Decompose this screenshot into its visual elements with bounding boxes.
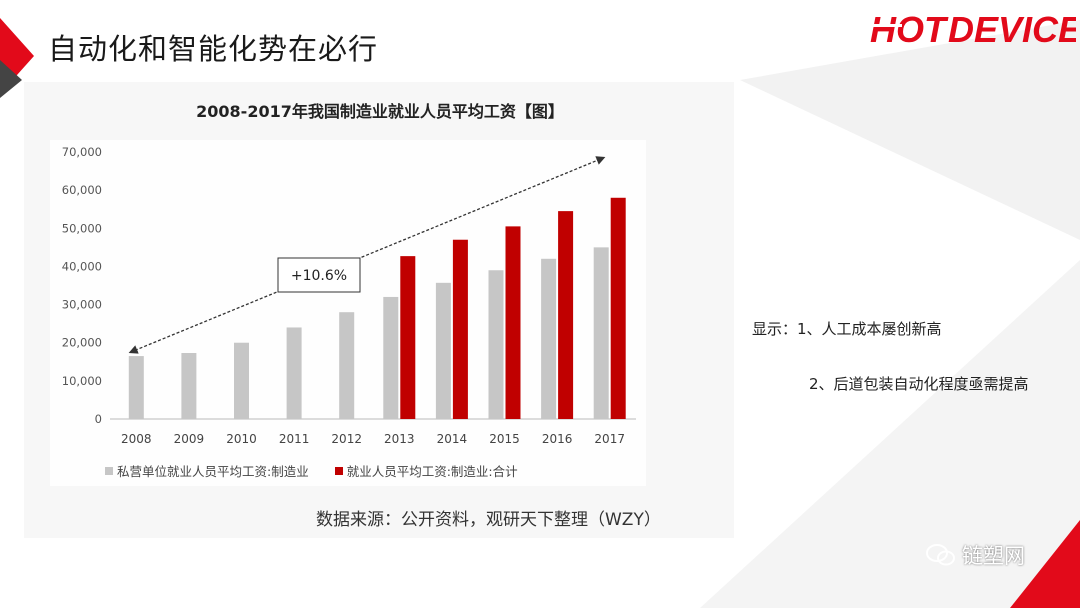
legend-item-total: 就业人员平均工资:制造业:合计 — [334, 461, 518, 480]
note-line-1: 显示：1、人工成本屡创新高 — [752, 320, 942, 338]
chart-title: 2008-2017年我国制造业就业人员平均工资【图】 — [196, 102, 564, 121]
svg-text:DEVICE: DEVICE — [948, 9, 1076, 50]
x-tick-label: 2013 — [384, 432, 415, 446]
y-tick-label: 0 — [95, 412, 102, 426]
x-tick-label: 2015 — [489, 432, 520, 446]
bar-total-2015 — [505, 226, 521, 419]
y-tick-label: 60,000 — [62, 183, 102, 197]
bar-private-2009 — [181, 353, 197, 419]
brand-logo: HOT DEVICE — [870, 9, 1076, 50]
bar-private-2011 — [286, 327, 302, 419]
bar-private-2017 — [593, 247, 609, 419]
x-tick-label: 2008 — [121, 432, 152, 446]
bar-private-2008 — [128, 356, 144, 419]
bar-private-2015 — [488, 270, 504, 419]
y-tick-label: 50,000 — [62, 221, 102, 235]
chart-plot-area: 0 10,000 20,000 30,000 40,000 50,000 60,000 70,… — [50, 140, 646, 486]
watermark: 链塑网 — [926, 540, 1025, 570]
bar-total-2014 — [452, 239, 468, 419]
y-tick-label: 20,000 — [62, 336, 102, 350]
y-tick-label: 30,000 — [62, 298, 102, 312]
legend-swatch-gray — [105, 466, 113, 475]
bar-private-2012 — [339, 312, 355, 419]
y-tick-label: 10,000 — [62, 374, 102, 388]
bar-private-2013 — [383, 296, 399, 419]
legend-label-private: 私营单位就业人员平均工资:制造业 — [117, 464, 309, 479]
bar-total-2013 — [400, 256, 416, 419]
x-tick-label: 2009 — [174, 432, 205, 446]
legend-item-private: 私营单位就业人员平均工资:制造业 — [105, 461, 309, 480]
trend-arrow — [128, 156, 606, 354]
bar-private-2016 — [541, 258, 557, 419]
x-tick-label: 2014 — [437, 432, 468, 446]
bar-total-2016 — [558, 211, 574, 419]
slide-title: 自动化和智能化势在必行 — [48, 32, 379, 66]
legend-label-total: 就业人员平均工资:制造业:合计 — [346, 464, 518, 479]
x-tick-label: 2011 — [279, 432, 310, 446]
x-tick-label: 2016 — [542, 432, 573, 446]
y-tick-label: 70,000 — [62, 145, 102, 159]
watermark-text: 链塑网 — [962, 544, 1025, 568]
bar-private-2010 — [234, 342, 249, 419]
growth-annotation-box — [277, 257, 361, 293]
growth-annotation-label: +10.6% — [291, 268, 347, 284]
x-tick-label: 2017 — [594, 432, 625, 446]
bar-chart: 0 10,000 20,000 30,000 40,000 50,000 60,000 70,… — [62, 145, 636, 446]
bar-total-2017 — [610, 197, 626, 419]
data-source-note: 数据来源：公开资料，观研天下整理（WZY） — [316, 510, 661, 530]
svg-text:HOT: HOT — [870, 9, 949, 50]
wechat-icon — [926, 544, 955, 566]
chart-legend: 私营单位就业人员平均工资:制造业 就业人员平均工资:制造业:合计 — [105, 461, 518, 480]
y-tick-label: 40,000 — [62, 259, 102, 273]
x-tick-label: 2012 — [331, 432, 362, 446]
bar-private-2014 — [435, 282, 451, 419]
note-line-2: 2、后道包装自动化程度亟需提高 — [809, 375, 1029, 393]
x-tick-label: 2010 — [226, 432, 257, 446]
legend-swatch-red — [334, 466, 343, 475]
